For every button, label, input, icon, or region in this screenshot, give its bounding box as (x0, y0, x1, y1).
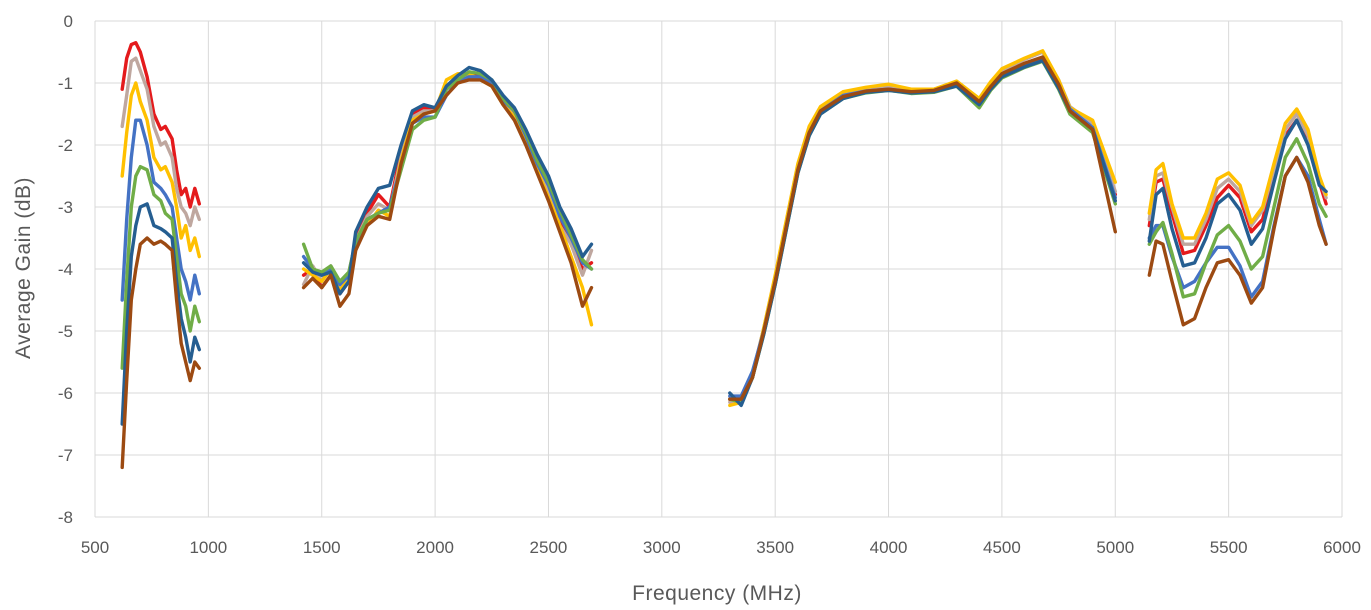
y-tick-label: -5 (58, 322, 73, 341)
series-7-segment-2 (301, 78, 594, 308)
series-4-segment-1 (120, 118, 201, 302)
series-5-segment-4 (1147, 137, 1328, 299)
x-tick-label: 1500 (303, 538, 341, 557)
y-tick-label: -2 (58, 136, 73, 155)
series-2-segment-4 (1147, 112, 1328, 246)
y-tick-label: -1 (58, 74, 73, 93)
x-tick-label: 5000 (1096, 538, 1134, 557)
series-3-segment-4 (1147, 107, 1328, 240)
x-tick-label: 500 (81, 538, 109, 557)
x-tick-label: 3500 (756, 538, 794, 557)
y-tick-label: -3 (58, 198, 73, 217)
gridlines (94, 20, 1343, 518)
y-axis-title: Average Gain (dB) (12, 177, 35, 359)
x-tick-label: 4000 (870, 538, 908, 557)
series-5-segment-1 (120, 165, 201, 370)
series-7-segment-4 (1147, 155, 1328, 327)
tick-labels: 500 1000 1500 2000 2500 3000 3500 4000 4500 5000 5… (58, 12, 1361, 557)
series-7-segment-1 (120, 236, 201, 470)
x-tick-label: 1000 (189, 538, 227, 557)
y-tick-label: -4 (58, 260, 73, 279)
series-6-segment-4 (1147, 118, 1328, 268)
y-tick-label: -7 (58, 446, 73, 465)
y-tick-label: 0 (64, 12, 73, 31)
series-lines (120, 41, 1328, 470)
x-tick-label: 6000 (1323, 538, 1361, 557)
series-6-segment-1 (120, 202, 201, 426)
series-1-segment-1 (120, 41, 201, 209)
x-tick-label: 5500 (1210, 538, 1248, 557)
x-axis-title: Frequency (MHz) (632, 582, 802, 605)
series-6-segment-3 (728, 59, 1117, 408)
series-7-segment-3 (728, 55, 1117, 401)
y-tick-label: -8 (58, 508, 73, 527)
x-tick-label: 2500 (530, 538, 568, 557)
series-5-segment-3 (728, 59, 1117, 404)
series-6-segment-2 (301, 65, 594, 296)
x-tick-label: 4500 (983, 538, 1021, 557)
y-tick-label: -6 (58, 384, 73, 403)
x-tick-label: 2000 (416, 538, 454, 557)
series-2-segment-1 (120, 56, 201, 228)
x-tick-label: 3000 (643, 538, 681, 557)
series-3-segment-1 (120, 81, 201, 259)
